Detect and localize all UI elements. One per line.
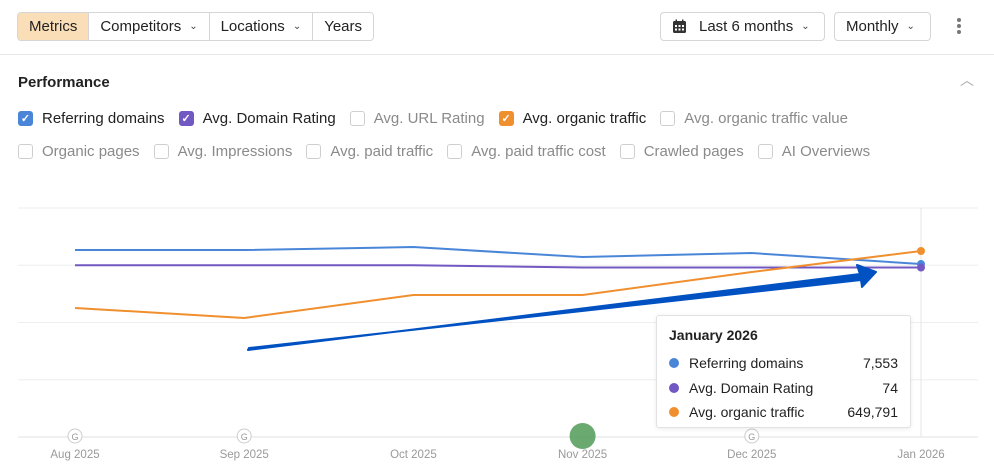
tooltip-label: Avg. organic traffic bbox=[689, 404, 805, 421]
metric-checkbox-organic-pages[interactable]: Organic pages bbox=[18, 143, 140, 160]
google-update-marker bbox=[67, 428, 83, 444]
tooltip-row: Avg. Domain Rating 74 bbox=[669, 376, 898, 401]
kebab-icon[interactable] bbox=[953, 16, 965, 36]
calendar-icon bbox=[673, 19, 686, 33]
chevron-down-icon: ⌄ bbox=[292, 21, 302, 32]
tooltip-title: January 2026 bbox=[669, 327, 758, 343]
tooltip-row: Referring domains 7,553 bbox=[669, 351, 898, 376]
interval-dropdown[interactable]: Monthly ⌄ bbox=[834, 12, 931, 41]
metric-label: AI Overviews bbox=[781, 143, 871, 160]
metric-checkbox-avg-domain-rating[interactable]: ✓ Avg. Domain Rating bbox=[178, 110, 336, 127]
x-tick-label: Dec 2025 bbox=[727, 449, 776, 461]
metrics-row-2: Organic pages Avg. Impressions Avg. paid t… bbox=[18, 143, 884, 160]
view-toggle: Metrics Competitors ⌄ Locations ⌄ Years bbox=[17, 12, 375, 41]
metric-checkbox-avg-paid-traffic-cost[interactable]: Avg. paid traffic cost bbox=[447, 143, 606, 160]
google-update-label: G bbox=[241, 432, 248, 442]
tab-label: Metrics bbox=[29, 18, 78, 35]
hover-point bbox=[917, 263, 925, 272]
tooltip-label: Avg. Domain Rating bbox=[689, 379, 814, 396]
metric-label: Avg. organic traffic value bbox=[684, 110, 848, 127]
x-tick-label: Sep 2025 bbox=[220, 449, 269, 461]
checkbox-empty-icon[interactable] bbox=[18, 144, 33, 159]
tab-competitors[interactable]: Competitors ⌄ bbox=[89, 13, 210, 40]
metric-checkbox-avg-organic-traffic[interactable]: ✓ Avg. organic traffic bbox=[498, 110, 647, 127]
series-line-avg-domain-rating bbox=[75, 264, 921, 269]
checkbox-empty-icon[interactable] bbox=[660, 111, 676, 126]
x-tick-label: Aug 2025 bbox=[50, 449, 99, 461]
chevron-up-icon[interactable]: ︿ bbox=[960, 72, 974, 88]
tooltip-label: Referring domains bbox=[689, 355, 804, 372]
metric-checkbox-referring-domains[interactable]: ✓ Referring domains bbox=[18, 110, 165, 127]
chevron-down-icon: ⌄ bbox=[189, 21, 198, 32]
metric-label: Avg. URL Rating bbox=[373, 110, 485, 127]
metric-label: Avg. organic traffic bbox=[522, 110, 647, 127]
google-update-marker bbox=[744, 428, 760, 444]
metric-label: Referring domains bbox=[42, 110, 165, 127]
x-tick-label: Nov 2025 bbox=[558, 449, 607, 461]
checkbox-checked-icon[interactable]: ✓ bbox=[178, 111, 194, 126]
google-update-label: G bbox=[71, 432, 78, 442]
metrics-row-1: ✓ Referring domains ✓ Avg. Domain Rating Avg… bbox=[18, 110, 862, 127]
tab-label: Locations bbox=[220, 18, 285, 35]
series-dot bbox=[669, 382, 679, 393]
google-update-label: G bbox=[748, 432, 755, 442]
metric-checkbox-avg-impressions[interactable]: Avg. Impressions bbox=[153, 143, 293, 160]
hover-point bbox=[917, 260, 925, 269]
date-range-dropdown[interactable]: Last 6 months ⌄ bbox=[660, 12, 825, 41]
metric-label: Avg. paid traffic bbox=[330, 143, 434, 160]
divider bbox=[0, 54, 994, 55]
tooltip-value: 7,553 bbox=[862, 355, 898, 372]
x-tick-label: Oct 2025 bbox=[390, 449, 437, 461]
checkbox-checked-icon[interactable]: ✓ bbox=[498, 111, 514, 126]
chevron-down-icon: ⌄ bbox=[801, 21, 810, 32]
metric-label: Avg. paid traffic cost bbox=[471, 143, 606, 160]
tab-locations[interactable]: Locations ⌄ bbox=[209, 13, 314, 40]
metric-checkbox-avg-url-rating[interactable]: Avg. URL Rating bbox=[349, 110, 485, 127]
checkbox-empty-icon[interactable] bbox=[153, 144, 169, 159]
x-tick-label: Jan 2026 bbox=[897, 449, 944, 461]
highlight-marker bbox=[569, 423, 596, 449]
tooltip-value: 74 bbox=[882, 379, 898, 396]
tab-label: Competitors bbox=[100, 18, 182, 35]
series-dot bbox=[669, 407, 679, 418]
metric-label: Avg. Domain Rating bbox=[202, 110, 336, 127]
metric-label: Avg. Impressions bbox=[177, 143, 293, 160]
series-line-avg-organic-traffic bbox=[74, 250, 922, 319]
tooltip-value: 649,791 bbox=[847, 404, 898, 421]
tab-metrics[interactable]: Metrics bbox=[18, 13, 90, 40]
date-range-label: Last 6 months bbox=[699, 18, 794, 35]
metric-checkbox-avg-organic-traffic-value[interactable]: Avg. organic traffic value bbox=[660, 110, 848, 127]
metric-checkbox-avg-paid-traffic[interactable]: Avg. paid traffic bbox=[306, 143, 433, 160]
tooltip-row: Avg. organic traffic 649,791 bbox=[669, 400, 898, 425]
checkbox-empty-icon[interactable] bbox=[619, 144, 635, 159]
checkbox-checked-icon[interactable]: ✓ bbox=[18, 111, 33, 126]
checkbox-empty-icon[interactable] bbox=[757, 144, 773, 159]
metric-label: Crawled pages bbox=[643, 143, 744, 160]
checkbox-empty-icon[interactable] bbox=[306, 144, 322, 159]
google-update-marker bbox=[236, 428, 252, 444]
hover-point bbox=[917, 246, 925, 255]
chart-tooltip: January 2026 Referring domains 7,553 Avg.… bbox=[656, 315, 911, 428]
metric-checkbox-crawled-pages[interactable]: Crawled pages bbox=[619, 143, 744, 160]
checkbox-empty-icon[interactable] bbox=[447, 144, 463, 159]
tab-years[interactable]: Years bbox=[313, 13, 374, 40]
series-dot bbox=[669, 358, 679, 369]
checkbox-empty-icon[interactable] bbox=[349, 111, 365, 126]
series-line-referring-domains bbox=[75, 246, 922, 266]
metric-checkbox-ai-overviews[interactable]: AI Overviews bbox=[757, 143, 871, 160]
chevron-down-icon: ⌄ bbox=[906, 21, 915, 32]
metric-label: Organic pages bbox=[42, 143, 140, 160]
tab-label: Years bbox=[324, 18, 363, 35]
section-title: Performance bbox=[18, 74, 110, 91]
interval-label: Monthly bbox=[846, 18, 899, 35]
